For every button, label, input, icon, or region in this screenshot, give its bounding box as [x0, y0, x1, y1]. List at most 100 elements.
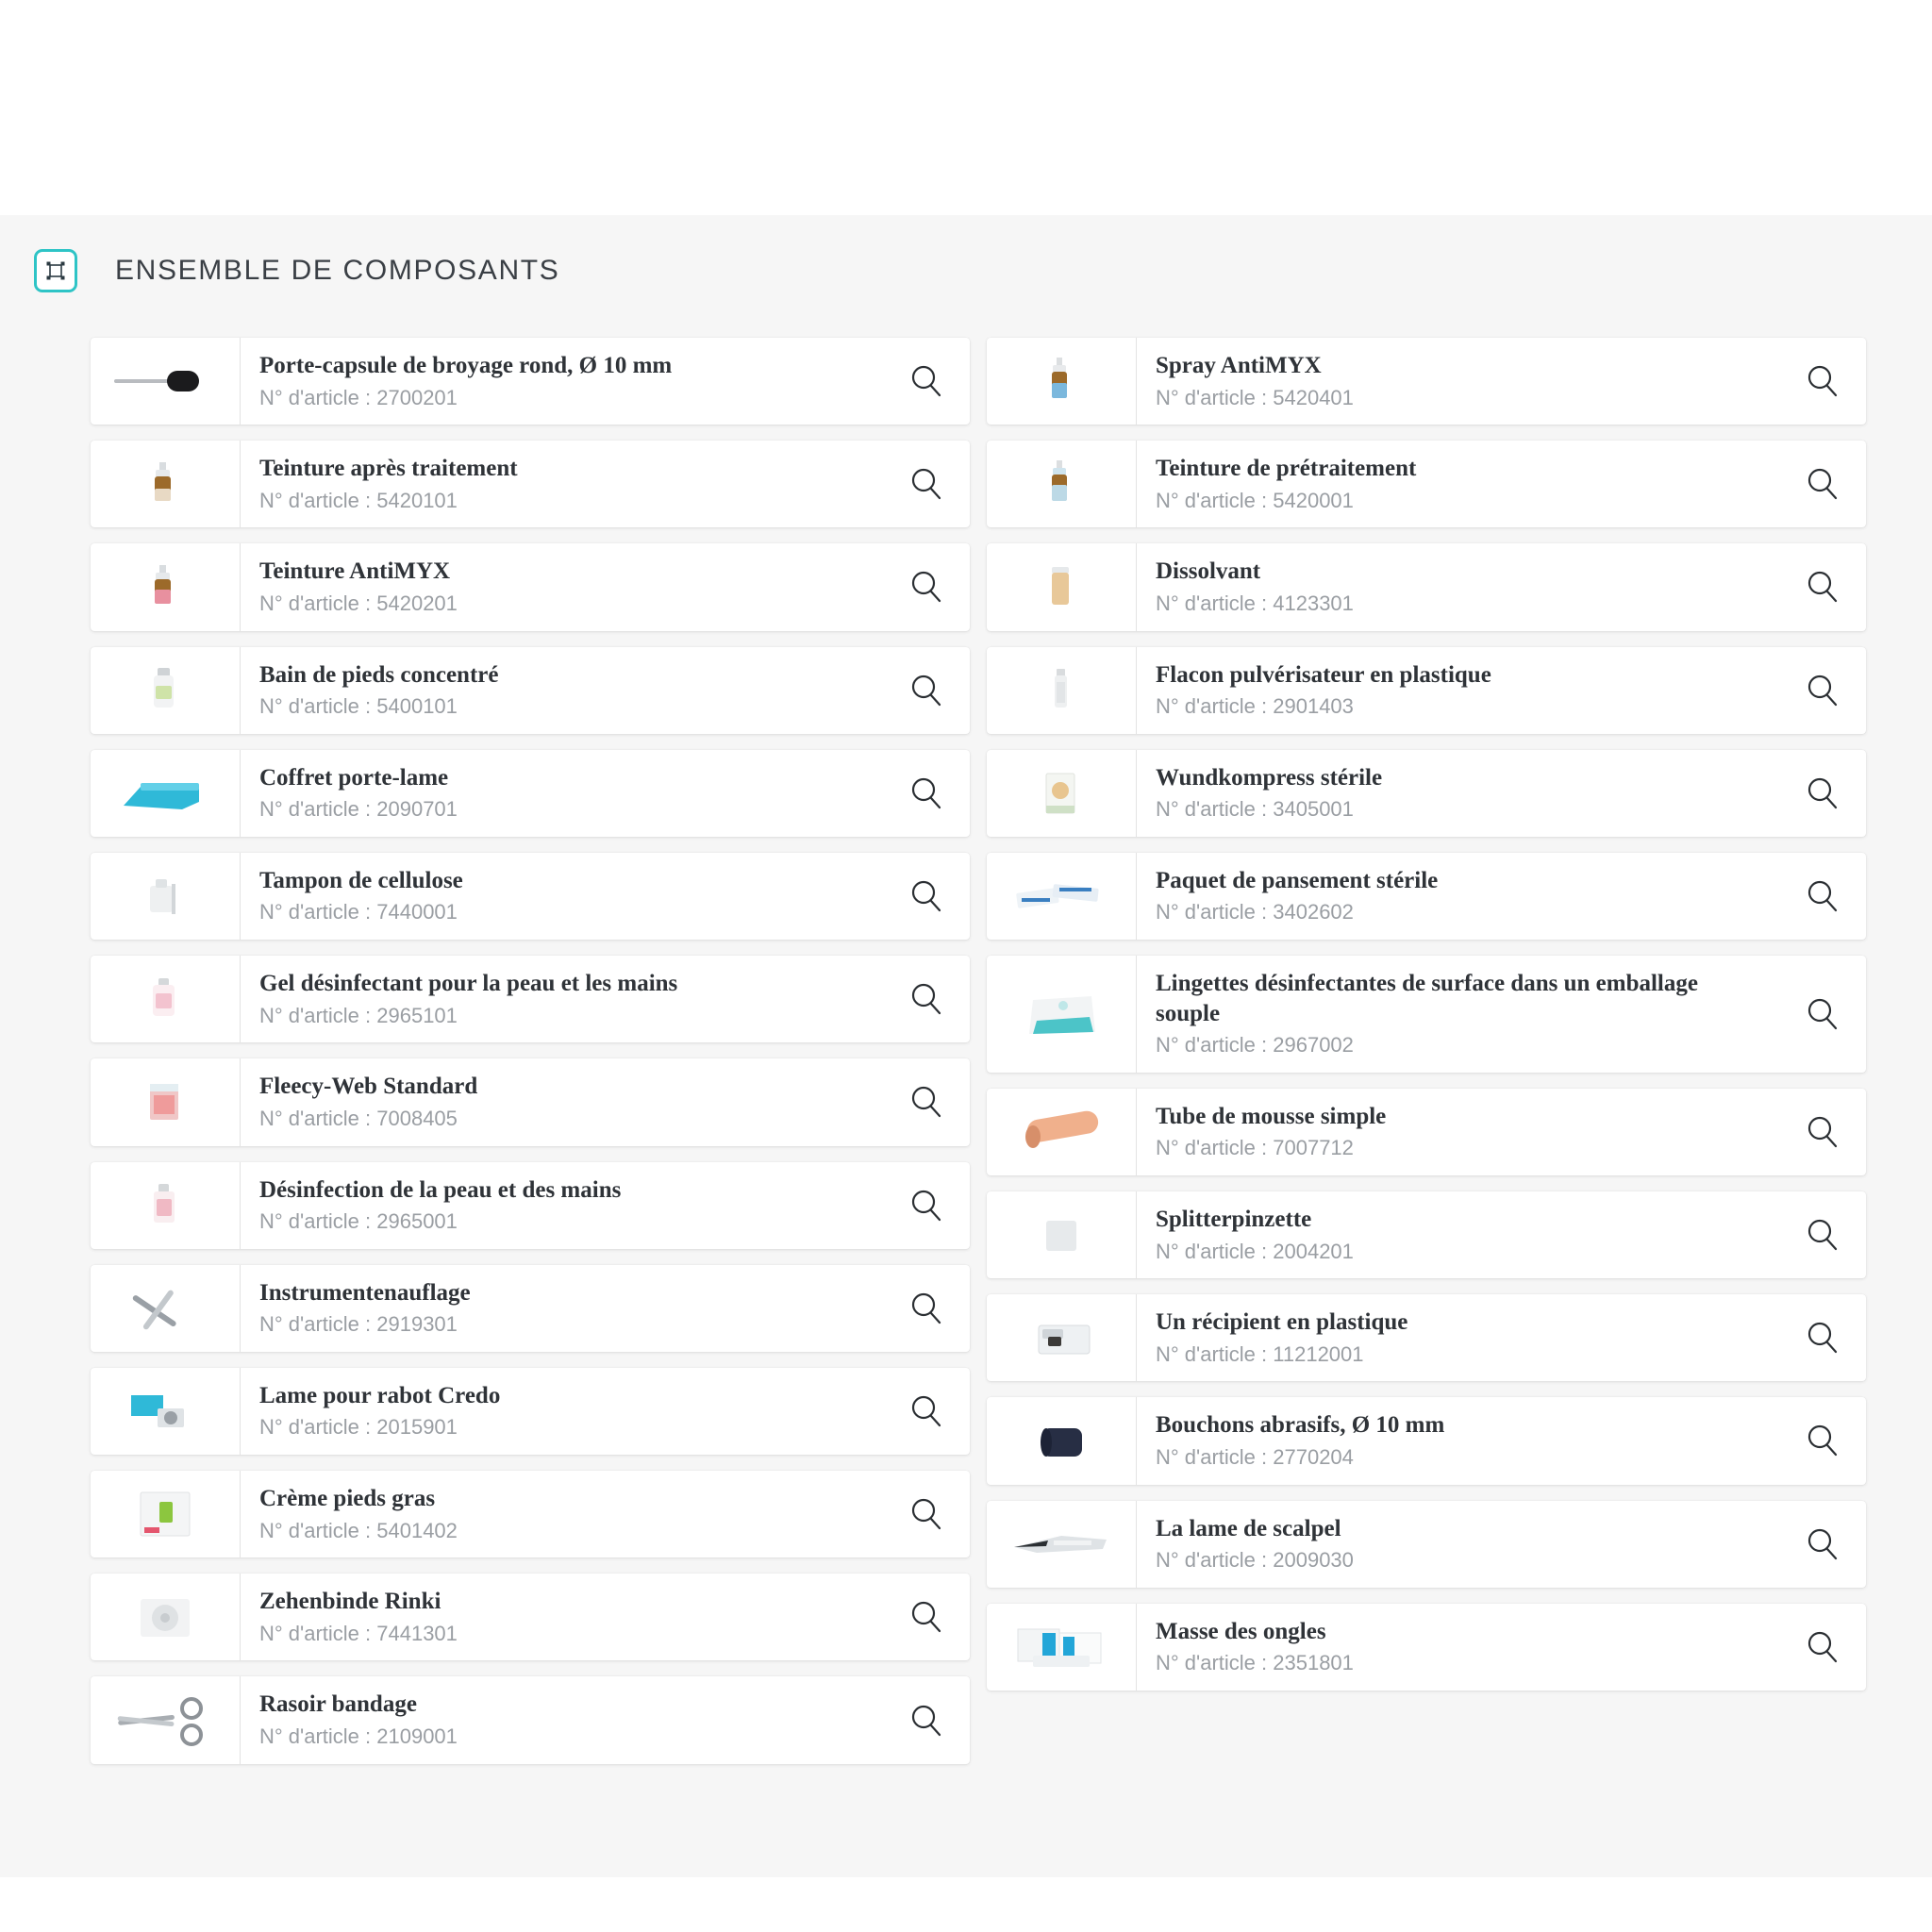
search-icon[interactable]: [883, 338, 970, 425]
component-item-name: Gel désinfectant pour la peau et les mai…: [259, 971, 678, 997]
search-icon[interactable]: [883, 1058, 970, 1145]
component-item-card[interactable]: Masse des ongles N° d'article : 2351801: [987, 1603, 1866, 1690]
component-item-card[interactable]: Wundkompress stérile N° d'article : 34050…: [987, 749, 1866, 837]
fleecy-web-pack-icon: [91, 1058, 240, 1145]
search-icon[interactable]: [883, 543, 970, 630]
component-item-sku: N° d'article : 5420201: [259, 591, 458, 615]
component-item-sku: N° d'article : 2004201: [1156, 1239, 1354, 1263]
component-item-card[interactable]: Instrumentenauflage N° d'article : 291930…: [91, 1264, 970, 1352]
abrasive-cap-icon: [987, 1397, 1136, 1484]
component-item-card[interactable]: La lame de scalpel N° d'article : 2009030: [987, 1500, 1866, 1588]
search-icon[interactable]: [883, 1162, 970, 1249]
component-item-sku: N° d'article : 5420401: [1156, 385, 1354, 409]
component-item-sku: N° d'article : 2967002: [1156, 1033, 1354, 1058]
component-item-sku: N° d'article : 2351801: [1156, 1651, 1354, 1675]
tincture-bottle-pink-icon: [91, 543, 240, 630]
search-icon[interactable]: [883, 853, 970, 940]
component-item-info: Rasoir bandage N° d'article : 2109001: [240, 1676, 883, 1764]
component-item-info: Crème pieds gras N° d'article : 5401402: [240, 1471, 883, 1558]
splinter-tweezers-icon: [987, 1191, 1136, 1278]
search-icon[interactable]: [883, 441, 970, 527]
search-icon[interactable]: [883, 1368, 970, 1455]
component-item-name: Instrumentenauflage: [259, 1279, 471, 1306]
component-item-info: Teinture après traitement N° d'article : …: [240, 441, 883, 528]
component-item-card[interactable]: Flacon pulvérisateur en plastique N° d'ar…: [987, 646, 1866, 734]
component-item-card[interactable]: Teinture de prétraitement N° d'article : …: [987, 441, 1866, 528]
component-item-card[interactable]: Fleecy-Web Standard N° d'article : 700840…: [91, 1058, 970, 1146]
component-item-card[interactable]: Porte-capsule de broyage rond, Ø 10 mm N°…: [91, 338, 970, 425]
component-item-info: Paquet de pansement stérile N° d'article …: [1136, 852, 1779, 941]
component-item-card[interactable]: Tube de mousse simple N° d'article : 7007…: [987, 1088, 1866, 1175]
component-item-sku: N° d'article : 2770204: [1156, 1444, 1354, 1469]
search-icon[interactable]: [1779, 1501, 1866, 1588]
component-item-card[interactable]: Spray AntiMYX N° d'article : 5420401: [987, 338, 1866, 425]
component-set-icon: [34, 249, 77, 292]
component-item-sku: N° d'article : 2965001: [259, 1209, 458, 1233]
component-item-card[interactable]: Rasoir bandage N° d'article : 2109001: [91, 1676, 970, 1764]
component-item-name: Fleecy-Web Standard: [259, 1074, 478, 1100]
search-icon[interactable]: [883, 647, 970, 734]
component-item-card[interactable]: Dissolvant N° d'article : 4123301: [987, 543, 1866, 631]
search-icon[interactable]: [1779, 1604, 1866, 1690]
search-icon[interactable]: [883, 1676, 970, 1763]
search-icon[interactable]: [1779, 338, 1866, 425]
search-icon[interactable]: [1779, 1191, 1866, 1278]
component-item-info: Bouchons abrasifs, Ø 10 mm N° d'article :…: [1136, 1397, 1779, 1485]
instrument-tray-icon: [91, 1265, 240, 1352]
component-item-info: Fleecy-Web Standard N° d'article : 700840…: [240, 1058, 883, 1146]
component-item-sku: N° d'article : 7007712: [1156, 1136, 1354, 1160]
component-item-card[interactable]: Désinfection de la peau et des mains N° d…: [91, 1161, 970, 1249]
component-item-card[interactable]: Teinture après traitement N° d'article : …: [91, 441, 970, 528]
component-item-name: Spray AntiMYX: [1156, 353, 1322, 378]
component-item-name: Tampon de cellulose: [259, 867, 463, 893]
component-item-name: Masse des ongles: [1156, 1618, 1326, 1644]
component-item-card[interactable]: Bouchons abrasifs, Ø 10 mm N° d'article :…: [987, 1397, 1866, 1485]
component-item-info: Instrumentenauflage N° d'article : 291930…: [240, 1264, 883, 1352]
search-icon[interactable]: [1779, 647, 1866, 734]
component-item-card[interactable]: Coffret porte-lame N° d'article : 2090701: [91, 749, 970, 837]
component-item-sku: N° d'article : 2919301: [259, 1312, 458, 1337]
component-item-sku: N° d'article : 2965101: [259, 1003, 458, 1027]
cellulose-swab-icon: [91, 853, 240, 940]
search-icon[interactable]: [883, 1471, 970, 1557]
section-header: ENSEMBLE DE COMPOSANTS: [0, 215, 1932, 302]
component-item-card[interactable]: Lame pour rabot Credo N° d'article : 2015…: [91, 1367, 970, 1456]
component-item-card[interactable]: Splitterpinzette N° d'article : 2004201: [987, 1191, 1866, 1279]
component-item-card[interactable]: Tampon de cellulose N° d'article : 744000…: [91, 852, 970, 941]
foam-tube-icon: [987, 1089, 1136, 1175]
component-item-card[interactable]: Un récipient en plastique N° d'article : …: [987, 1294, 1866, 1382]
search-icon[interactable]: [1779, 853, 1866, 940]
component-item-card[interactable]: Zehenbinde Rinki N° d'article : 7441301: [91, 1574, 970, 1661]
search-icon[interactable]: [883, 750, 970, 837]
disinfectant-wipes-pouch-icon: [987, 956, 1136, 1073]
bandage-scissors-icon: [91, 1676, 240, 1763]
toe-bandage-roll-icon: [91, 1574, 240, 1660]
search-icon[interactable]: [883, 956, 970, 1042]
search-icon[interactable]: [883, 1265, 970, 1352]
component-item-card[interactable]: Lingettes désinfectantes de surface dans…: [987, 956, 1866, 1073]
search-icon[interactable]: [1779, 1397, 1866, 1484]
component-item-card[interactable]: Gel désinfectant pour la peau et les mai…: [91, 956, 970, 1043]
component-item-name: Teinture de prétraitement: [1156, 456, 1417, 482]
footbath-bottle-icon: [91, 647, 240, 734]
component-item-info: Flacon pulvérisateur en plastique N° d'ar…: [1136, 646, 1779, 734]
search-icon[interactable]: [1779, 750, 1866, 837]
plastic-container-icon: [987, 1294, 1136, 1381]
search-icon[interactable]: [1779, 1294, 1866, 1381]
component-item-card[interactable]: Bain de pieds concentré N° d'article : 54…: [91, 646, 970, 734]
nail-mass-box-icon: [987, 1604, 1136, 1690]
component-column-right: Spray AntiMYX N° d'article : 5420401 Teint…: [987, 338, 1866, 1690]
component-item-sku: N° d'article : 11212001: [1156, 1341, 1364, 1366]
search-icon[interactable]: [1779, 1089, 1866, 1175]
search-icon[interactable]: [1779, 441, 1866, 527]
component-item-card[interactable]: Paquet de pansement stérile N° d'article …: [987, 852, 1866, 941]
component-item-info: Porte-capsule de broyage rond, Ø 10 mm N°…: [240, 338, 883, 425]
search-icon[interactable]: [1779, 543, 1866, 630]
component-item-card[interactable]: Crème pieds gras N° d'article : 5401402: [91, 1471, 970, 1558]
search-icon[interactable]: [1779, 956, 1866, 1073]
component-item-card[interactable]: Teinture AntiMYX N° d'article : 5420201: [91, 543, 970, 631]
component-item-sku: N° d'article : 2090701: [259, 797, 458, 822]
search-icon[interactable]: [883, 1574, 970, 1660]
component-item-sku: N° d'article : 2015901: [259, 1415, 458, 1440]
component-item-sku: N° d'article : 2009030: [1156, 1548, 1354, 1573]
